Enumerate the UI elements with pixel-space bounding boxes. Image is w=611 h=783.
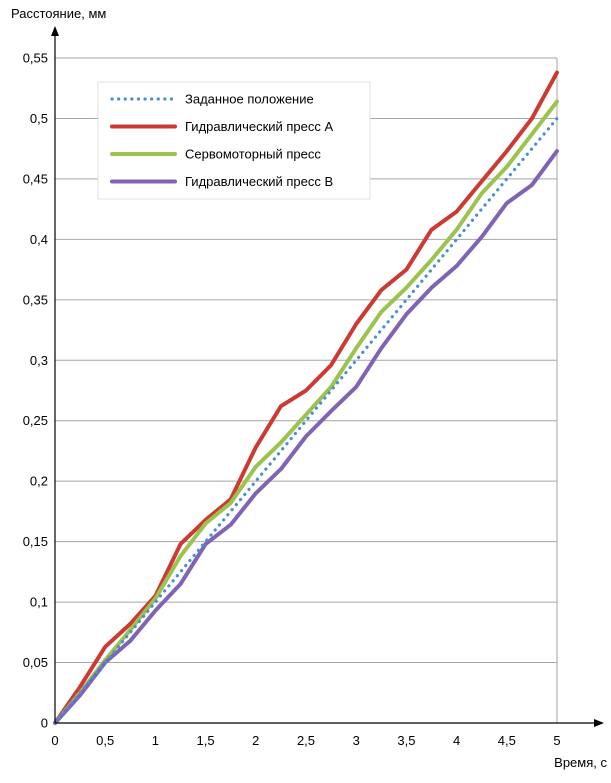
y-tick-label: 0,5: [30, 111, 48, 126]
x-tick-labels: 0 0,5 1 1,5 2 2,5 3 3,5 4 4,5 5: [51, 733, 560, 748]
y-tick-label: 0,25: [23, 413, 48, 428]
y-tick-label: 0,15: [23, 534, 48, 549]
x-tick-label: 4,5: [498, 733, 516, 748]
x-tick-label: 2: [252, 733, 259, 748]
x-tick-label: 1,5: [197, 733, 215, 748]
x-axis-arrow-icon: [594, 719, 604, 727]
legend-label-3: Сервомоторный пресс: [185, 147, 321, 162]
x-tick-label: 0,5: [96, 733, 114, 748]
series-line-4: [53, 149, 559, 725]
y-tick-label: 0,45: [23, 171, 48, 186]
y-tick-label: 0,4: [30, 232, 48, 247]
series-lines: [53, 70, 559, 725]
y-tick-label: 0,55: [23, 51, 48, 66]
x-tick-label: 2,5: [297, 733, 315, 748]
series-line-1: [53, 116, 559, 725]
y-tick-label: 0: [41, 716, 48, 731]
y-axis-title: Расстояние, мм: [11, 6, 106, 21]
y-tick-label: 0,35: [23, 292, 48, 307]
legend-label-4: Гидравлический пресс В: [185, 174, 333, 189]
y-tick-label: 0,3: [30, 353, 48, 368]
y-tick-label: 0,2: [30, 474, 48, 489]
y-axis-arrow-icon: [51, 26, 59, 36]
x-tick-label: 5: [553, 733, 560, 748]
x-tick-label: 3: [353, 733, 360, 748]
x-tick-label: 0: [51, 733, 58, 748]
y-tick-label: 0,05: [23, 655, 48, 670]
y-tick-label: 0,1: [30, 595, 48, 610]
series-line-2: [53, 70, 559, 725]
legend-label-1: Заданное положение: [185, 92, 314, 107]
y-tick-labels: 0 0,05 0,1 0,15 0,2 0,25 0,3 0,35 0,4 0,45 0,5 0,55: [23, 51, 48, 731]
x-tick-label: 4: [453, 733, 460, 748]
legend: Заданное положение Гидравлический пресс А…: [97, 81, 371, 200]
series-line-3: [53, 99, 559, 725]
x-axis-title: Время, с: [554, 755, 607, 770]
x-tick-label: 1: [152, 733, 159, 748]
legend-label-2: Гидравлический пресс А: [185, 119, 334, 134]
x-tick-label: 3,5: [397, 733, 415, 748]
